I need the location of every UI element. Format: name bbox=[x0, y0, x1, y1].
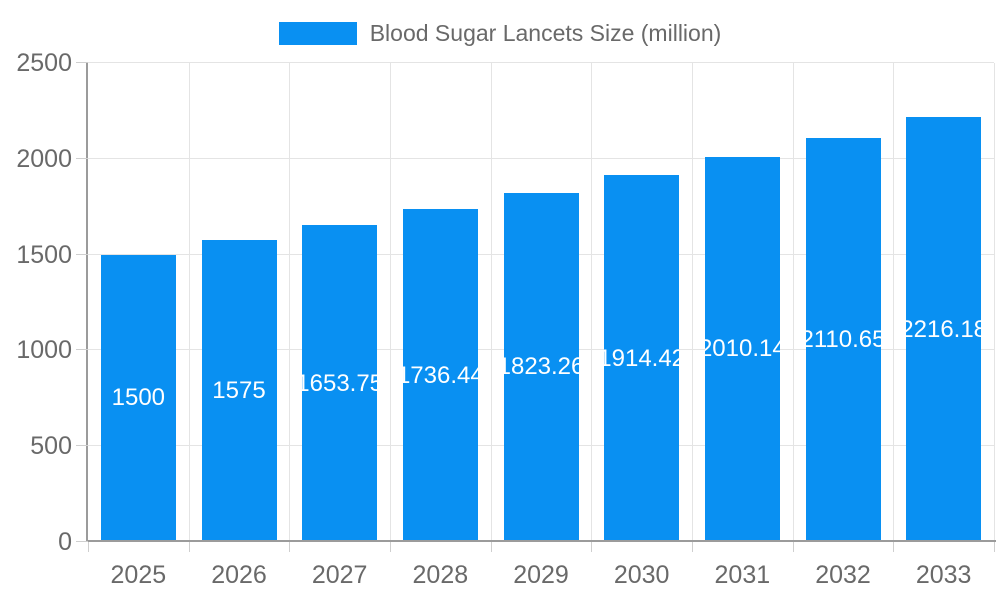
x-axis-label: 2025 bbox=[110, 561, 167, 589]
x-gridline bbox=[793, 63, 794, 542]
bar-value-label: 1736.44 bbox=[402, 361, 478, 389]
x-tick bbox=[289, 542, 290, 552]
y-axis-label: 2000 bbox=[16, 144, 72, 173]
x-axis-label: 2030 bbox=[613, 561, 670, 589]
bar[interactable]: 1914.42 bbox=[604, 175, 680, 542]
bar[interactable]: 2216.18 bbox=[906, 117, 982, 542]
y-axis-label: 1000 bbox=[16, 336, 72, 365]
bar[interactable]: 1736.44 bbox=[402, 209, 478, 542]
y-axis-line bbox=[86, 63, 88, 542]
x-gridline bbox=[491, 63, 492, 542]
x-axis-label: 2029 bbox=[513, 561, 569, 589]
bar[interactable]: 1653.75 bbox=[302, 225, 378, 542]
bar-value-label: 2216.18 bbox=[906, 315, 982, 343]
bar-value-label: 1500 bbox=[111, 384, 166, 412]
bar-value-label: 1653.75 bbox=[302, 369, 378, 397]
x-axis-label: 2028 bbox=[412, 561, 469, 589]
x-tick bbox=[893, 542, 894, 552]
x-tick bbox=[793, 542, 794, 552]
bar-value-label: 1914.42 bbox=[604, 344, 680, 372]
x-tick bbox=[189, 542, 190, 552]
y-gridline bbox=[88, 157, 994, 159]
x-tick bbox=[491, 542, 492, 552]
x-axis-label: 2033 bbox=[915, 561, 972, 589]
bar[interactable]: 2110.65 bbox=[805, 137, 881, 542]
x-axis-label: 2032 bbox=[815, 561, 871, 589]
y-tick bbox=[76, 349, 88, 351]
x-gridline bbox=[893, 63, 894, 542]
legend: Blood Sugar Lancets Size (million) bbox=[0, 20, 1000, 47]
x-axis-label: 2031 bbox=[714, 561, 771, 589]
bar-value-label: 1823.26 bbox=[503, 353, 579, 381]
bar[interactable]: 1575 bbox=[201, 240, 277, 542]
x-axis-label: 2026 bbox=[211, 561, 267, 589]
legend-label: Blood Sugar Lancets Size (million) bbox=[369, 20, 722, 46]
y-axis-label: 2500 bbox=[16, 49, 72, 77]
bar-value-label: 1575 bbox=[212, 377, 266, 405]
y-gridline bbox=[88, 62, 994, 63]
x-gridline bbox=[289, 63, 290, 542]
bar-value-label: 2010.14 bbox=[704, 335, 780, 363]
legend-swatch bbox=[278, 22, 357, 45]
x-gridline bbox=[591, 63, 592, 542]
x-gridline bbox=[692, 63, 693, 542]
x-axis-label: 2027 bbox=[311, 561, 368, 589]
y-axis-label: 500 bbox=[30, 432, 72, 461]
y-tick bbox=[76, 445, 88, 447]
x-axis-line bbox=[86, 540, 996, 542]
x-tick bbox=[692, 542, 693, 552]
x-gridline bbox=[189, 63, 190, 542]
y-tick bbox=[76, 253, 88, 255]
y-axis-label: 0 bbox=[58, 528, 72, 556]
x-tick bbox=[88, 542, 89, 552]
bar[interactable]: 1823.26 bbox=[503, 192, 579, 542]
x-gridline bbox=[994, 63, 995, 542]
bar[interactable]: 2010.14 bbox=[704, 156, 780, 542]
y-axis-label: 1500 bbox=[16, 240, 72, 269]
x-gridline bbox=[390, 63, 391, 542]
x-tick bbox=[994, 542, 995, 552]
x-tick bbox=[591, 542, 592, 552]
x-tick bbox=[390, 542, 391, 552]
y-tick bbox=[76, 62, 88, 63]
y-tick bbox=[76, 541, 88, 542]
bar[interactable]: 1500 bbox=[100, 254, 176, 542]
y-tick bbox=[76, 157, 88, 159]
bar-value-label: 2110.65 bbox=[805, 325, 881, 353]
